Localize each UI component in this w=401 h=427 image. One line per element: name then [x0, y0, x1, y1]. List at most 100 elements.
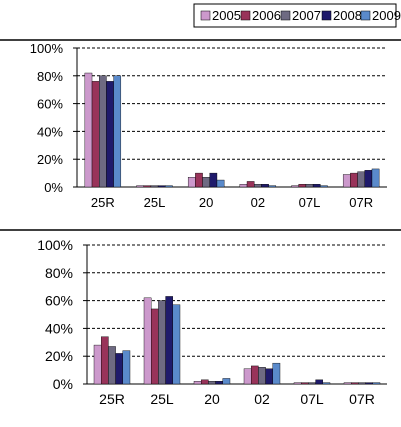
bar-top-20-2009 [216, 179, 225, 188]
x-tick-label: 25R [99, 391, 125, 407]
bar-bottom-02-2007 [258, 367, 266, 385]
x-tick-label: 20 [199, 195, 213, 210]
y-tick-label: 0% [44, 180, 63, 195]
bar-top-25L-2006 [143, 185, 152, 188]
bar-bottom-07R-2007 [358, 382, 366, 385]
bars-top [84, 72, 380, 188]
y-tick-label: 100% [30, 41, 64, 56]
bar-top-07L-2007 [305, 184, 314, 188]
bar-top-07L-2005 [291, 185, 299, 188]
bar-top-25L-2005 [136, 185, 144, 188]
x-tick-label: 07L [300, 391, 324, 407]
x-tick-label: 25L [144, 195, 166, 210]
bar-top-07R-2007 [357, 171, 365, 188]
legend-swatch-2008 [321, 10, 332, 21]
bar-top-25R-2008 [106, 81, 114, 188]
bar-top-25L-2007 [150, 185, 159, 188]
bar-bottom-07R-2006 [351, 382, 359, 385]
bar-top-07L-2008 [312, 184, 321, 188]
bar-bottom-25L-2007 [158, 300, 166, 385]
y-tick-label: 20% [37, 152, 63, 167]
x-tick-label: 02 [251, 195, 265, 210]
bar-top-25R-2007 [99, 75, 107, 188]
bar-bottom-25L-2006 [150, 308, 159, 385]
bar-bottom-25R-2007 [108, 346, 116, 385]
bar-bottom-20-2005 [193, 381, 202, 385]
bar-top-07L-2009 [320, 185, 328, 188]
bar-top-20-2008 [209, 172, 218, 188]
bar-bottom-25R-2006 [100, 336, 109, 385]
x-tick-label: 25L [150, 391, 174, 407]
bar-bottom-02-2006 [250, 365, 259, 385]
bar-top-25L-2008 [157, 185, 166, 188]
x-tick-label: 20 [204, 391, 220, 407]
legend-swatch-2007 [280, 10, 291, 21]
bar-bottom-07L-2009 [322, 382, 331, 385]
bar-top-07R-2009 [371, 168, 380, 188]
bar-top-20-2007 [202, 177, 210, 188]
bar-bottom-25L-2008 [165, 296, 174, 385]
legend-swatch-2005 [200, 10, 211, 21]
bar-bottom-20-2007 [208, 381, 216, 385]
bar-bottom-25R-2009 [122, 350, 131, 385]
x-tick-label: 07R [349, 195, 373, 210]
legend-label: 2006 [252, 8, 281, 23]
legend: 2005 2006 2007 2008 2009 [193, 3, 401, 28]
bar-bottom-20-2009 [222, 378, 231, 385]
bar-bottom-20-2006 [200, 379, 209, 385]
bar-top-25R-2006 [91, 81, 100, 188]
bar-bottom-07R-2008 [365, 382, 374, 385]
bar-bottom-25L-2005 [143, 297, 152, 385]
x-tick-label: 02 [254, 391, 270, 407]
bar-top-02-2008 [261, 184, 269, 188]
bar-bottom-07R-2005 [343, 382, 352, 385]
bar-bottom-25L-2009 [172, 304, 181, 385]
legend-label: 2005 [212, 8, 241, 23]
bar-top-07L-2006 [298, 184, 307, 188]
bar-top-07R-2008 [364, 170, 373, 188]
y-tick-label: 40% [37, 124, 63, 139]
legend-frame [193, 3, 397, 28]
y-tick-label: 0% [53, 376, 73, 392]
bar-bottom-02-2005 [243, 368, 252, 385]
bar-bottom-07R-2009 [372, 382, 381, 385]
bar-top-02-2007 [254, 184, 262, 188]
y-tick-label: 60% [45, 293, 73, 309]
bar-top-20-2006 [195, 172, 203, 188]
y-tick-label: 80% [45, 265, 73, 281]
chart-bottom-panel: 0% 20% 40% 60% 80% 100% 25R 25L 20 02 07L 07R [37, 237, 387, 407]
bar-bottom-25R-2008 [115, 353, 123, 385]
bar-top-07R-2006 [350, 172, 358, 188]
bar-bottom-07L-2005 [293, 382, 302, 385]
bar-bottom-07L-2007 [308, 382, 316, 385]
bar-top-02-2006 [246, 181, 255, 188]
y-tick-label: 20% [45, 348, 73, 364]
legend-label: 2009 [372, 8, 401, 23]
x-tick-label: 07R [349, 391, 375, 407]
x-tick-label: 25R [91, 195, 115, 210]
y-tick-label: 100% [37, 237, 73, 253]
bar-top-02-2005 [239, 184, 248, 188]
bar-bottom-25R-2005 [93, 344, 102, 385]
y-tick-label: 80% [37, 69, 63, 84]
x-tick-label: 07L [299, 195, 321, 210]
chart-top-panel: 0% 20% 40% 60% 80% 100% 25R 25L 20 02 07L 07R [30, 41, 387, 210]
y-tick-label: 60% [37, 97, 63, 112]
bar-bottom-02-2008 [265, 368, 274, 385]
bar-bottom-07L-2008 [315, 379, 324, 385]
legend-swatch-2009 [360, 10, 371, 21]
legend-label: 2008 [333, 8, 362, 23]
bar-top-25R-2005 [84, 72, 93, 188]
bar-bottom-07L-2006 [301, 382, 309, 385]
bar-top-20-2005 [187, 177, 196, 188]
bar-bottom-20-2008 [215, 381, 224, 385]
y-tick-label: 40% [45, 320, 73, 336]
legend-swatch-2006 [240, 10, 251, 21]
bars-bottom [93, 296, 381, 385]
bar-bottom-02-2009 [272, 362, 281, 385]
bar-top-07R-2005 [342, 174, 351, 188]
bar-top-25R-2009 [113, 75, 122, 188]
bar-top-25L-2009 [165, 185, 173, 188]
bar-top-02-2009 [268, 185, 277, 188]
